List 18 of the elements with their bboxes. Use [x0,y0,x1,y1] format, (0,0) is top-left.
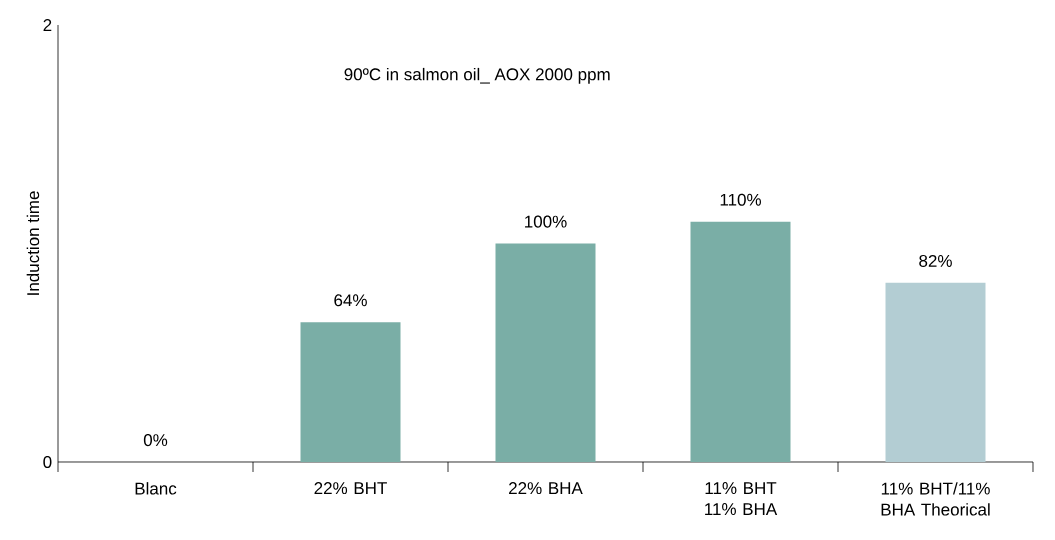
y-tick-label: 2 [43,19,52,31]
text: 90ºC in salmon oil_ AOX 2000 ppm [344,67,610,84]
x-tick-label: 22% BHT [314,482,387,495]
data-label: 64% [334,294,367,307]
y-tick-label: 0 [43,455,52,469]
data-label: 110% [720,193,761,206]
x-tick-label: 11% BHT/11% BHA Theorical [881,482,990,516]
y-axis-title: Induction time [26,191,40,295]
data-label: 100% [525,215,567,228]
x-tick-label: 11% BHT 11% BHA [705,482,778,516]
bar [300,322,401,462]
x-tick-label: 22% BHA [509,482,583,495]
data-label: 82% [919,254,952,267]
bar [495,243,596,462]
bar [885,282,986,462]
bar [690,221,791,462]
data-label: 0% [143,434,168,447]
x-tick-label: Blanc [135,482,177,495]
